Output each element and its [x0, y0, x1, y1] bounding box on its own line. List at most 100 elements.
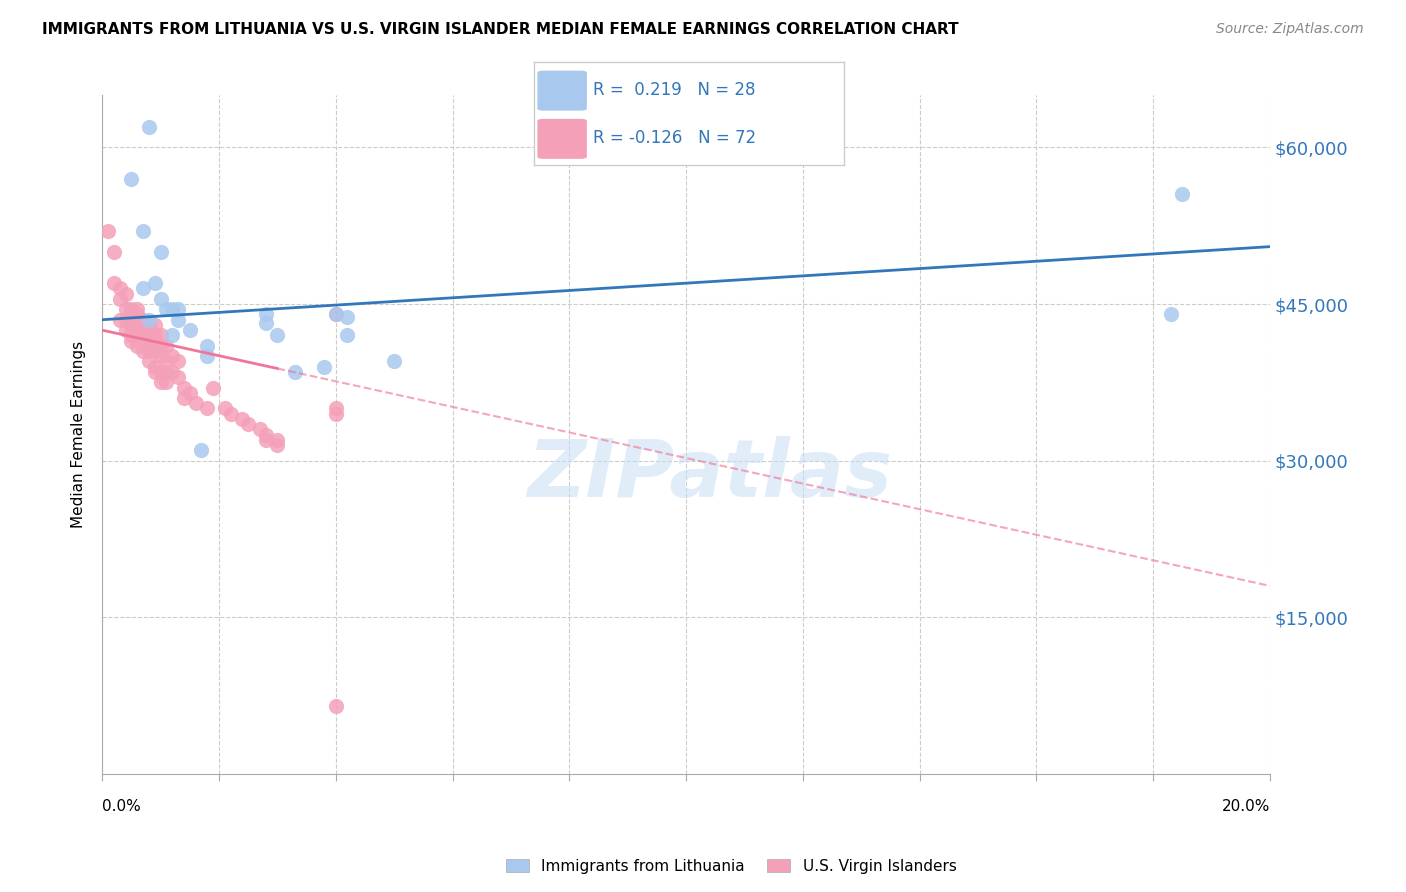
Point: [132, 312, 155, 326]
Point: [132, 224, 155, 238]
Point: [167, 370, 190, 384]
Point: [214, 401, 236, 416]
Point: [155, 376, 177, 390]
Point: [120, 312, 142, 326]
Text: R = -0.126   N = 72: R = -0.126 N = 72: [593, 129, 756, 147]
Point: [138, 312, 160, 326]
Point: [284, 365, 307, 379]
Point: [266, 438, 288, 452]
Point: [114, 302, 136, 317]
Point: [114, 312, 136, 326]
Point: [231, 412, 253, 426]
Point: [382, 354, 405, 368]
Point: [155, 354, 177, 368]
Point: [162, 365, 184, 379]
Point: [108, 281, 131, 295]
Point: [173, 380, 195, 394]
Text: ZIPatlas: ZIPatlas: [527, 436, 891, 515]
Point: [103, 276, 125, 290]
Point: [266, 328, 288, 343]
Point: [195, 339, 218, 353]
Point: [114, 286, 136, 301]
Point: [179, 385, 201, 400]
Point: [132, 334, 155, 348]
Point: [103, 244, 125, 259]
Point: [108, 312, 131, 326]
Y-axis label: Median Female Earnings: Median Female Earnings: [72, 341, 86, 528]
Point: [314, 359, 336, 374]
Point: [143, 359, 166, 374]
Point: [138, 344, 160, 359]
Point: [184, 396, 207, 410]
Point: [254, 308, 277, 322]
Point: [120, 308, 142, 322]
Point: [195, 401, 218, 416]
Point: [162, 328, 184, 343]
Point: [120, 318, 142, 332]
Point: [249, 422, 271, 436]
FancyBboxPatch shape: [537, 70, 586, 111]
Point: [190, 443, 212, 458]
Point: [155, 365, 177, 379]
Point: [149, 349, 172, 363]
Text: R =  0.219   N = 28: R = 0.219 N = 28: [593, 81, 755, 99]
Point: [132, 344, 155, 359]
Point: [143, 334, 166, 348]
Point: [143, 365, 166, 379]
Point: [1160, 308, 1182, 322]
Point: [132, 318, 155, 332]
Point: [143, 318, 166, 332]
Point: [97, 224, 120, 238]
Point: [167, 302, 190, 317]
Point: [143, 328, 166, 343]
Point: [149, 292, 172, 306]
Point: [167, 354, 190, 368]
Point: [138, 339, 160, 353]
Point: [120, 171, 142, 186]
Point: [195, 349, 218, 363]
Point: [202, 380, 225, 394]
Point: [138, 328, 160, 343]
Point: [120, 302, 142, 317]
Point: [254, 433, 277, 447]
Point: [336, 328, 359, 343]
Point: [127, 312, 149, 326]
Point: [127, 339, 149, 353]
Point: [138, 318, 160, 332]
Point: [173, 391, 195, 405]
Point: [325, 308, 347, 322]
Point: [325, 407, 347, 421]
Point: [149, 365, 172, 379]
Point: [127, 302, 149, 317]
Point: [219, 407, 242, 421]
Point: [120, 328, 142, 343]
Point: [162, 302, 184, 317]
Text: 20.0%: 20.0%: [1222, 799, 1270, 814]
Point: [325, 308, 347, 322]
Text: IMMIGRANTS FROM LITHUANIA VS U.S. VIRGIN ISLANDER MEDIAN FEMALE EARNINGS CORRELA: IMMIGRANTS FROM LITHUANIA VS U.S. VIRGIN…: [42, 22, 959, 37]
Point: [127, 308, 149, 322]
Point: [167, 312, 190, 326]
Point: [149, 328, 172, 343]
Point: [149, 244, 172, 259]
Point: [238, 417, 260, 431]
Point: [325, 401, 347, 416]
Point: [162, 349, 184, 363]
Point: [138, 323, 160, 337]
Point: [149, 376, 172, 390]
Text: 0.0%: 0.0%: [103, 799, 141, 814]
Point: [143, 344, 166, 359]
Point: [254, 427, 277, 442]
Legend: Immigrants from Lithuania, U.S. Virgin Islanders: Immigrants from Lithuania, U.S. Virgin I…: [499, 853, 963, 880]
Point: [132, 281, 155, 295]
Point: [254, 316, 277, 330]
Point: [127, 318, 149, 332]
Point: [266, 433, 288, 447]
Point: [325, 698, 347, 713]
Point: [114, 323, 136, 337]
Point: [155, 302, 177, 317]
Point: [132, 323, 155, 337]
Point: [149, 339, 172, 353]
Point: [155, 339, 177, 353]
Point: [138, 120, 160, 134]
